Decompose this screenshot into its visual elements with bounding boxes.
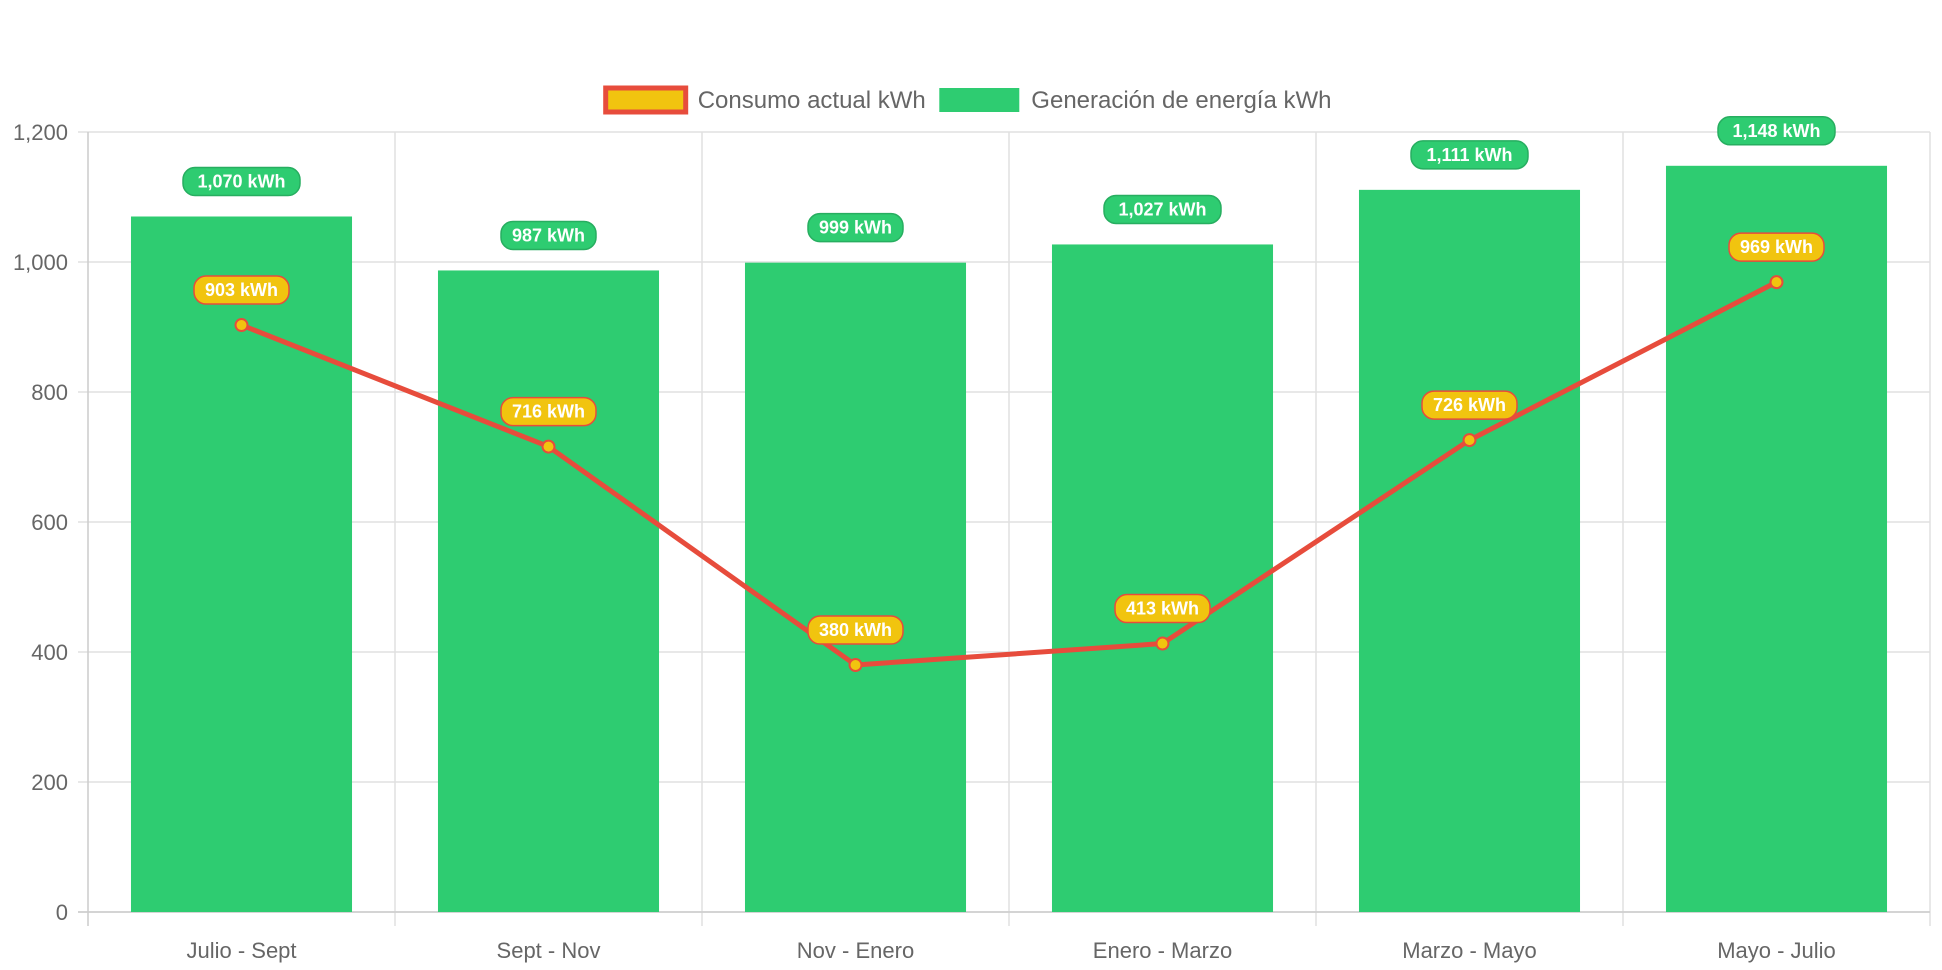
y-tick-label: 600 bbox=[31, 510, 68, 535]
line-data-label: 413 kWh bbox=[1126, 599, 1199, 619]
line-consumo bbox=[240, 279, 1778, 668]
bar-data-label: 1,111 kWh bbox=[1426, 145, 1512, 165]
line-data-label: 903 kWh bbox=[205, 280, 278, 300]
bar-data-label: 987 kWh bbox=[512, 225, 585, 245]
bar-data-label-bg bbox=[1103, 194, 1222, 225]
legend-label: Consumo actual kWh bbox=[698, 87, 926, 114]
bar-data-label-bg bbox=[1717, 116, 1836, 146]
bar-generacion bbox=[1665, 165, 1888, 913]
legend-swatch-consumo bbox=[603, 85, 689, 115]
y-tick-label: 400 bbox=[31, 640, 68, 665]
x-tick-label: Marzo - Mayo bbox=[1402, 938, 1536, 963]
x-tick-label: Enero - Marzo bbox=[1093, 938, 1232, 963]
x-tick-label: Sept - Nov bbox=[497, 938, 601, 963]
legend-label: Generación de energía kWh bbox=[1031, 87, 1331, 114]
line-data-label: 716 kWh bbox=[512, 402, 585, 422]
x-tick-label: Mayo - Julio bbox=[1717, 938, 1836, 963]
y-tick-label: 1,000 bbox=[13, 250, 68, 275]
bar-data-label: 1,070 kWh bbox=[197, 172, 285, 192]
line-point-consumo bbox=[234, 318, 249, 333]
line-data-label-bg bbox=[1728, 232, 1825, 262]
bar-data-label: 1,027 kWh bbox=[1118, 199, 1206, 219]
x-tick-label: Julio - Sept bbox=[186, 938, 296, 963]
bar-generacion bbox=[744, 262, 967, 912]
bar-generacion bbox=[437, 270, 660, 912]
y-tick-label: 800 bbox=[31, 380, 68, 405]
bar-data-label: 1,148 kWh bbox=[1732, 121, 1820, 141]
bar-generacion bbox=[1358, 189, 1581, 913]
line-data-label: 969 kWh bbox=[1740, 237, 1813, 257]
legend-swatch-generacion bbox=[939, 88, 1020, 112]
line-point-consumo bbox=[1155, 636, 1170, 651]
bar-data-label-bg bbox=[500, 220, 597, 251]
bar-generacion bbox=[1051, 244, 1274, 912]
bar-data-label: 999 kWh bbox=[819, 218, 892, 238]
line-point-consumo bbox=[848, 658, 863, 672]
line-point-consumo bbox=[1462, 433, 1477, 448]
y-tick-label: 200 bbox=[31, 770, 68, 795]
line-point-consumo bbox=[541, 439, 556, 454]
bar-generacion bbox=[130, 216, 353, 912]
x-tick-label: Nov - Enero bbox=[797, 938, 914, 963]
bar-data-label-bg bbox=[1410, 140, 1529, 170]
bar-data-label-bg bbox=[182, 166, 301, 197]
line-data-label-bg bbox=[193, 275, 290, 305]
y-tick-label: 1,200 bbox=[13, 120, 68, 145]
y-tick-label: 0 bbox=[56, 900, 68, 925]
bar-data-label-bg bbox=[807, 212, 904, 243]
line-data-label-bg bbox=[1114, 593, 1211, 624]
line-point-consumo bbox=[1769, 275, 1784, 290]
line-data-label-bg bbox=[1421, 390, 1518, 420]
line-data-label-bg bbox=[500, 396, 597, 427]
line-data-label: 726 kWh bbox=[1433, 395, 1506, 415]
line-data-label-bg bbox=[807, 615, 904, 645]
line-data-label: 380 kWh bbox=[819, 620, 892, 640]
